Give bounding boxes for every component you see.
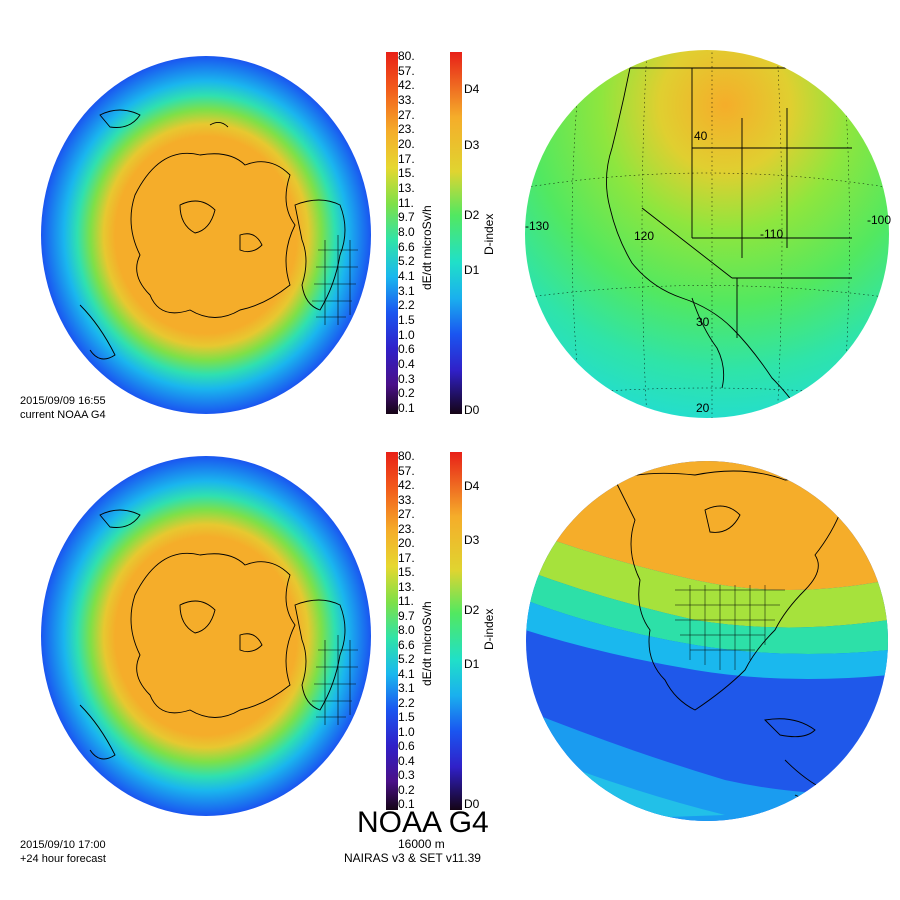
tick-label: 15. [398,166,415,181]
tick-label: 33. [398,492,415,507]
tick-label: 11. [398,195,414,210]
tick-label: 5.2 [398,254,415,269]
tick-label: 0.1 [398,797,415,811]
tick-label: 0.3 [398,371,415,386]
tick-label: 6.6 [398,637,415,652]
tick-label: 13. [398,181,415,195]
tick-label: 1.0 [398,327,415,342]
dindex-tick-label: D3 [464,138,480,152]
globe-regional-current: -130 120 -110 -100 40 30 20 [525,50,891,418]
dose-colorbar-bottom [386,452,398,810]
tick-label: 9.7 [398,210,415,225]
lon-label-130: -130 [525,219,549,233]
globe-polar-forecast [41,456,371,816]
tick-label: 2.2 [398,695,415,710]
aircraft-title: NOAA G4 [357,806,489,839]
tick-label: 17. [398,151,415,166]
tick-label: 3.1 [398,283,415,298]
tick-label: 8.0 [398,623,415,637]
dose-axis-title-bottom: dE/dt microSv/h [420,601,434,686]
tick-label: 0.2 [398,386,415,401]
tick-label: 0.1 [398,401,415,415]
lon-label-110: -110 [760,227,783,241]
label-current: current NOAA G4 [20,409,106,421]
timestamp-current: 2015/09/09 16:55 current NOAA G4 [20,394,106,422]
tick-label: 2.2 [398,298,415,313]
tick-label: 15. [398,565,415,579]
tick-label: 1.5 [398,710,415,724]
tick-label: 13. [398,579,415,594]
dindex-tick-label: D0 [464,403,480,417]
dindex-tick-label: D2 [464,603,480,617]
tick-label: 23. [398,122,415,137]
tick-label: 80. [398,449,415,463]
lon-label-100: -100 [867,213,891,227]
tick-label: 57. [398,463,415,478]
tick-label: 42. [398,78,415,93]
tick-label: 4.1 [398,666,415,681]
tick-label: 6.6 [398,239,415,254]
tick-label: 0.4 [398,357,415,371]
dindex-axis-title-top: D-index [482,213,496,255]
tick-label: 5.2 [398,652,415,666]
dindex-tick-label: D4 [464,479,480,493]
dindex-tick-label: D1 [464,263,480,277]
tick-label: 1.5 [398,313,415,327]
dindex-tick-label: D2 [464,208,480,222]
tick-label: 0.2 [398,782,415,797]
tick-label: 0.6 [398,739,415,753]
globe-regional-forecast [526,461,888,821]
dindex-colorbar-bottom [450,452,462,810]
tick-label: 0.6 [398,342,415,357]
tick-label: 1.0 [398,724,415,739]
dindex-tick-label: D0 [464,797,480,811]
dindex-axis-title-bottom: D-index [482,608,496,650]
dose-axis-title-top: dE/dt microSv/h [420,205,434,290]
tick-label: 20. [398,137,415,151]
dindex-tick-label: D1 [464,657,480,671]
tick-label: 80. [398,49,415,63]
tick-label: 8.0 [398,225,415,239]
tick-label: 20. [398,536,415,550]
dindex-tick-label: D4 [464,82,480,96]
tick-label: 57. [398,63,415,78]
tick-label: 27. [398,507,415,521]
label-forecast: +24 hour forecast [20,853,106,865]
tick-label: 33. [398,93,415,107]
tick-label: 4.1 [398,269,415,283]
datetime-forecast: 2015/09/10 17:00 [20,839,106,851]
tick-label: 27. [398,107,415,122]
tick-label: 3.1 [398,681,415,695]
tick-label: 0.3 [398,768,415,782]
lat-label-40: 40 [694,129,708,143]
dindex-tick-label: D3 [464,533,480,547]
lat-label-30: 30 [696,315,710,329]
tick-label: 42. [398,478,415,492]
globe-polar-current [41,56,371,414]
timestamp-forecast: 2015/09/10 17:00 +24 hour forecast [20,838,106,866]
tick-label: 0.4 [398,753,415,768]
tick-label: 23. [398,521,415,536]
dose-colorbar-top [386,52,398,414]
tick-label: 17. [398,550,415,565]
lon-label-120: 120 [634,229,654,243]
lat-label-20: 20 [696,401,710,415]
dindex-colorbar-top [450,52,462,414]
tick-label: 9.7 [398,608,415,623]
datetime-current: 2015/09/09 16:55 [20,395,106,407]
model-version-label: NAIRAS v3 & SET v11.39 [344,851,481,865]
tick-label: 11. [398,594,414,608]
altitude-label: 16000 m [398,837,445,851]
